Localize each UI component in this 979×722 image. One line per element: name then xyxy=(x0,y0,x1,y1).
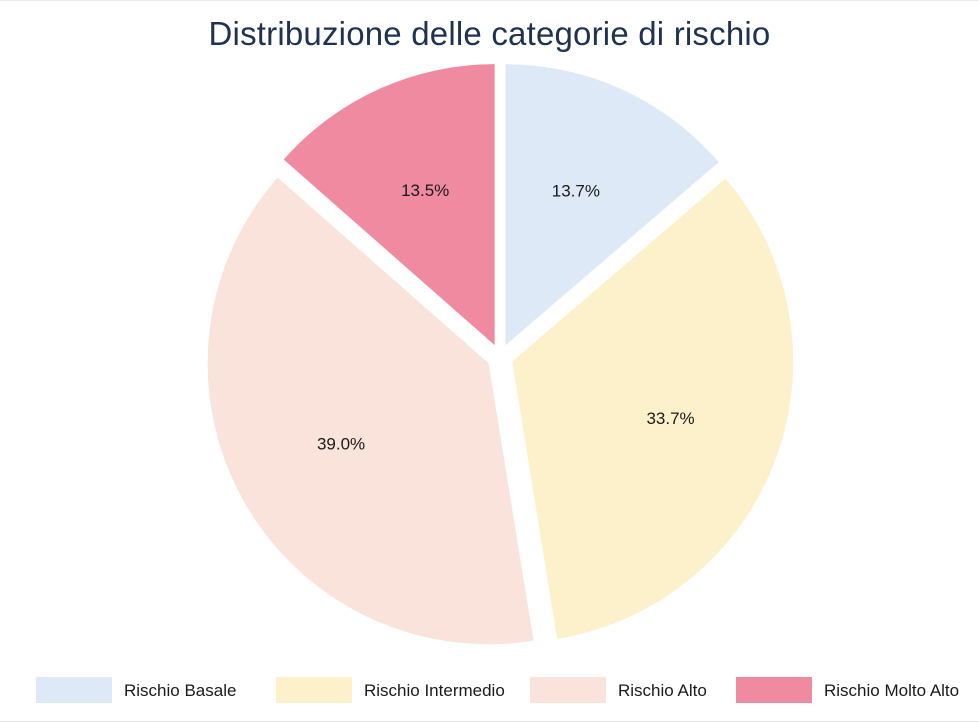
legend-label: Rischio Intermedio xyxy=(364,681,505,700)
data-label: 39.0% xyxy=(317,434,365,453)
legend-swatch xyxy=(36,677,112,703)
pie-slice-rischio-alto xyxy=(207,177,534,645)
pie-slice-rischio-intermedio xyxy=(512,178,794,639)
chart-legend: Rischio Basale Rischio Intermedio Rischio … xyxy=(0,673,979,709)
chart-title: Distribuzione delle categorie di rischio xyxy=(208,15,771,52)
legend-swatch xyxy=(736,677,812,703)
legend-swatch xyxy=(276,677,352,703)
pie-chart: 13.7% 33.7% 39.0% 13.5% xyxy=(207,64,794,645)
legend-label: Rischio Basale xyxy=(124,681,237,700)
legend-swatch xyxy=(530,677,606,703)
legend-label: Rischio Molto Alto xyxy=(824,681,960,700)
legend-label: Rischio Alto xyxy=(618,681,707,700)
data-label: 13.7% xyxy=(552,181,600,200)
data-label: 33.7% xyxy=(646,409,694,428)
data-label: 13.5% xyxy=(401,181,449,200)
pie-slice-rischio-molto-alto xyxy=(283,64,495,346)
pie-slice-rischio-basale xyxy=(505,64,719,346)
